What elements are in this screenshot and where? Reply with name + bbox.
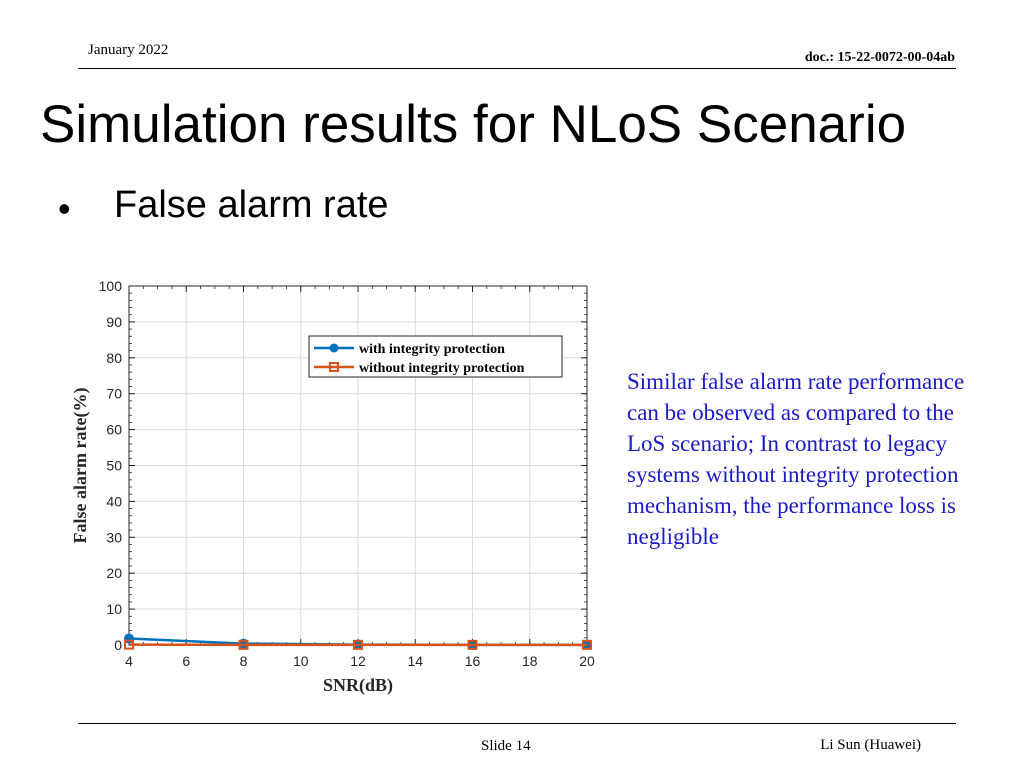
x-tick-label: 20 xyxy=(579,653,595,669)
legend-label: with integrity protection xyxy=(359,342,505,357)
slide-title: Simulation results for NLoS Scenario xyxy=(40,95,907,154)
data-point xyxy=(238,639,249,650)
x-tick-label: 6 xyxy=(182,653,190,669)
data-point xyxy=(467,639,478,650)
footer-author: Li Sun (Huawei) xyxy=(820,737,921,753)
y-tick-label: 0 xyxy=(114,637,122,653)
x-tick-label: 8 xyxy=(240,653,248,669)
footer-slide-number: Slide 14 xyxy=(481,738,531,754)
footer-divider xyxy=(78,723,956,724)
header-divider xyxy=(78,68,956,69)
legend-marker xyxy=(329,343,339,353)
y-tick-label: 40 xyxy=(106,493,122,509)
x-tick-label: 16 xyxy=(465,653,481,669)
y-tick-label: 10 xyxy=(106,601,122,617)
x-tick-label: 14 xyxy=(407,653,423,669)
false-alarm-chart: 4 6 8 10 12 14 16 18 20 0 10 20 30 40 50 60 70 80 90 100 SNR… xyxy=(70,278,595,696)
data-point xyxy=(353,639,363,650)
y-tick-label: 20 xyxy=(106,565,122,581)
x-tick-label: 12 xyxy=(350,653,366,669)
y-tick-label: 100 xyxy=(99,278,123,294)
x-tick-label: 18 xyxy=(522,653,538,669)
data-point xyxy=(582,639,592,650)
x-tick-label: 10 xyxy=(293,653,309,669)
y-axis-label: False alarm rate(%) xyxy=(70,388,91,544)
legend-label: without integrity protection xyxy=(359,361,525,376)
y-tick-label: 90 xyxy=(106,314,122,330)
header-doc-id: doc.: 15-22-0072-00-04ab xyxy=(804,50,955,65)
legend-box xyxy=(308,335,563,378)
observation-note: Similar false alarm rate performance can… xyxy=(627,369,965,549)
x-tick-label: 4 xyxy=(125,653,133,669)
x-axis-label: SNR(dB) xyxy=(323,675,393,696)
y-tick-label: 60 xyxy=(106,422,122,438)
legend-marker xyxy=(329,362,339,372)
bullet-text: False alarm rate xyxy=(114,184,389,226)
data-point xyxy=(124,639,134,650)
y-tick-label: 30 xyxy=(106,529,122,545)
y-tick-label: 50 xyxy=(106,458,122,474)
y-tick-label: 70 xyxy=(106,386,122,402)
legend: with integrity protection without integri… xyxy=(308,335,563,378)
bullet-marker: • xyxy=(58,188,71,229)
header-date: January 2022 xyxy=(88,42,169,58)
y-tick-label: 80 xyxy=(106,350,122,366)
